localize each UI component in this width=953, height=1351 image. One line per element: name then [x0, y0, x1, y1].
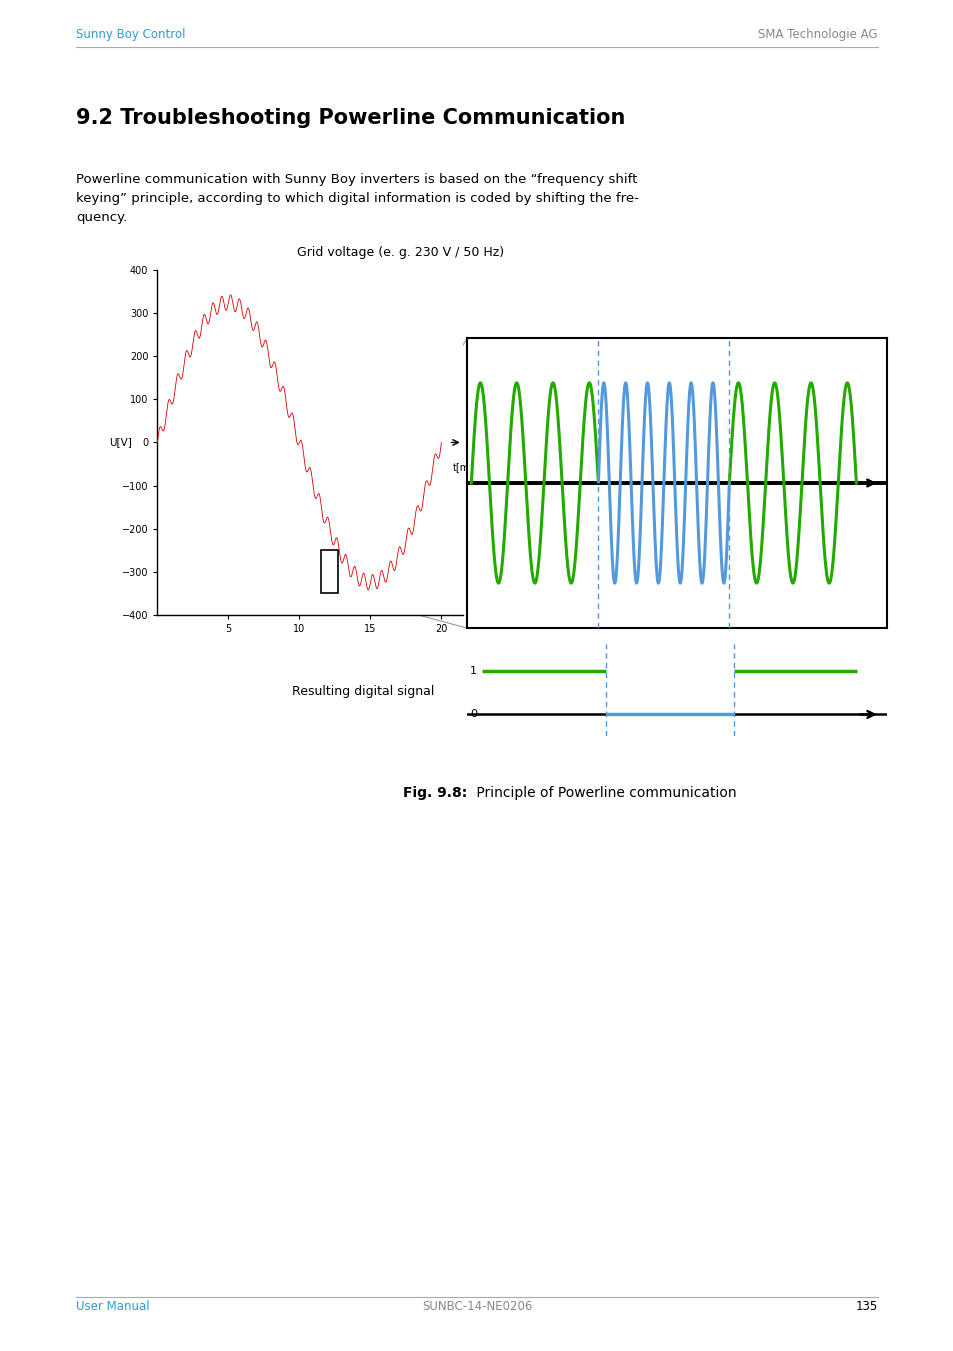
Text: Principle of Powerline communication: Principle of Powerline communication: [472, 786, 736, 800]
Y-axis label: U[V]: U[V]: [110, 438, 132, 447]
Text: Powerline communication with Sunny Boy inverters is based on the “frequency shif: Powerline communication with Sunny Boy i…: [76, 173, 637, 186]
Text: User Manual: User Manual: [76, 1301, 150, 1313]
Text: 135: 135: [855, 1301, 877, 1313]
Text: 9.2 Troubleshooting Powerline Communication: 9.2 Troubleshooting Powerline Communicat…: [76, 108, 625, 128]
Text: 1: 1: [469, 666, 476, 676]
Text: SMA Technologie AG: SMA Technologie AG: [758, 28, 877, 41]
Text: 0: 0: [469, 709, 476, 720]
Text: SUNBC-14-NE0206: SUNBC-14-NE0206: [421, 1301, 532, 1313]
Text: quency.: quency.: [76, 211, 128, 224]
Text: Grid voltage (e. g. 230 V / 50 Hz): Grid voltage (e. g. 230 V / 50 Hz): [296, 246, 504, 259]
Text: keying” principle, according to which digital information is coded by shifting t: keying” principle, according to which di…: [76, 192, 639, 205]
Text: Fig. 9.8:: Fig. 9.8:: [403, 786, 467, 800]
Text: t[ms]: t[ms]: [453, 462, 478, 471]
Text: Sunny Boy Control: Sunny Boy Control: [76, 28, 186, 41]
Text: Resulting digital signal: Resulting digital signal: [292, 685, 434, 698]
Bar: [320, 550, 337, 593]
